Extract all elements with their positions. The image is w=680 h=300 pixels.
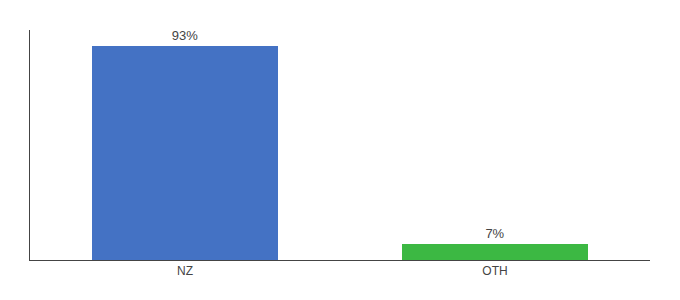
svg-text:NZ: NZ xyxy=(177,264,193,278)
svg-text:7%: 7% xyxy=(485,226,504,241)
svg-text:OTH: OTH xyxy=(482,264,507,278)
svg-text:93%: 93% xyxy=(172,28,198,43)
